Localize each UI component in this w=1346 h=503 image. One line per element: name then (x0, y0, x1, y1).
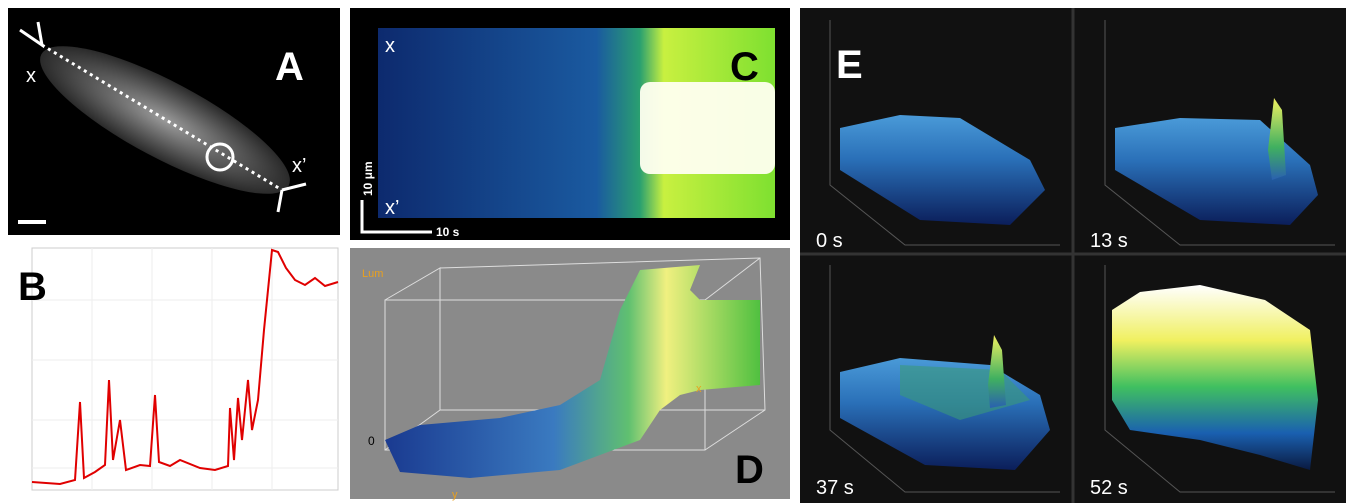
time-label: 13 s (1090, 230, 1128, 252)
panel-label: E (836, 43, 863, 87)
panel-label: A (275, 45, 304, 89)
spike-37s (988, 335, 1006, 408)
label-x-prime: x’ (292, 155, 306, 177)
time-label: 37 s (816, 477, 854, 499)
subpanel-dividers (800, 8, 1346, 503)
marker-end (276, 182, 307, 213)
line-scan (41, 43, 283, 192)
roi-circle (205, 142, 235, 172)
axis-zero: 0 (368, 434, 375, 448)
scale-x: 10 s (436, 225, 460, 239)
label-x: x (385, 35, 395, 57)
panel-label: B (18, 265, 47, 309)
scale-y: 10 μm (361, 161, 375, 196)
spike-13s (1268, 98, 1286, 180)
time-label: 52 s (1090, 477, 1128, 499)
marker-start (19, 21, 45, 49)
surface-0s (840, 115, 1045, 225)
axis-x: x (696, 383, 702, 395)
plot-frame (31, 247, 339, 491)
surface-13s (1115, 118, 1318, 225)
time-label: 0 s (816, 230, 843, 252)
panel-label: D (735, 448, 764, 492)
scale-bars (360, 200, 432, 234)
kymograph-bright (640, 82, 775, 174)
panel-label: C (730, 45, 759, 89)
axes-frames (829, 20, 1335, 493)
surface-52s (1112, 285, 1318, 470)
panel-b (8, 243, 340, 499)
intensity-trace (31, 248, 339, 486)
axis-y: y (452, 489, 458, 501)
label-x-prime: x’ (385, 197, 399, 219)
grid (32, 248, 338, 490)
axis-lum: Lum (362, 268, 383, 280)
label-x: x (26, 65, 36, 87)
surface-plot (385, 265, 760, 478)
